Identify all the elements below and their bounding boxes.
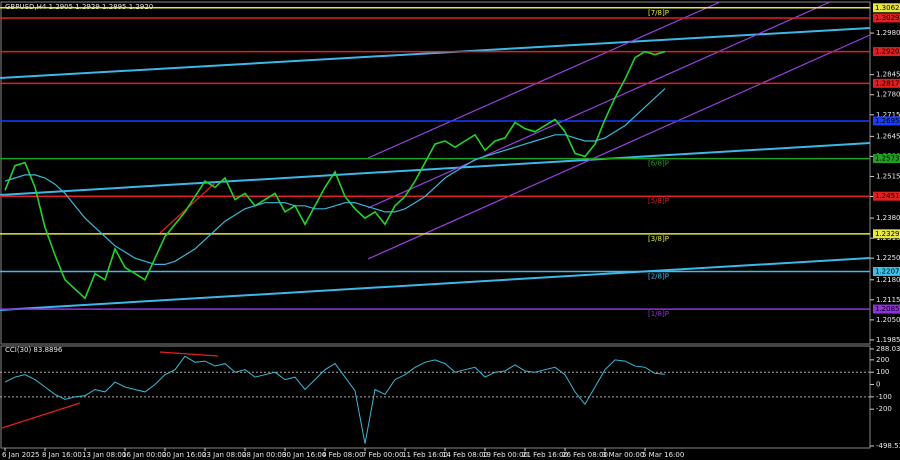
x-tick-label: 11 Feb 16:00 [402,451,448,459]
level-note: [7/8]P [648,9,669,17]
y-tick-label: 1.2845 [876,71,900,79]
y-tick-label: 200 [876,356,889,364]
y-tick-label: 1.2715 [876,111,900,119]
y-tick-label: 1.1985 [876,336,900,344]
level-box [873,304,900,314]
y-tick-label: 1.2780 [876,91,900,99]
x-tick-label: 13 Jan 08:00 [82,451,126,459]
y-tick-label: 1.2250 [876,254,900,262]
y-tick-label: 1.2050 [876,316,900,324]
channel-line [367,1,721,159]
x-tick-label: 16 Jan 00:00 [122,451,166,459]
level-note: [1/8]P [648,310,669,318]
level-box [873,116,900,126]
channel-line [367,34,871,260]
x-tick-label: 4 Feb 08:00 [322,451,363,459]
x-tick-label: 3 Mar 00:00 [602,451,644,459]
level-label: 1.2207 [875,267,900,275]
level-box [873,78,900,88]
x-tick-label: 5 Mar 16:00 [642,451,684,459]
cci-title: CCI(30) 83.8896 [5,346,63,354]
trend-line [0,27,871,79]
divergence-line [159,351,219,357]
x-tick-label: 7 Feb 00:00 [362,451,403,459]
level-note: [3/8]P [648,235,669,243]
chart-title: GBPUSD,H4 1.2905 1.2929 1.2895 1.2920 [5,3,153,11]
level-label: 1.2920 [875,48,900,56]
moving-average [4,88,666,265]
y-tick-label: 1.2380 [876,214,900,222]
y-tick-label: 288.0313 [876,345,900,353]
y-tick-label: 1.2515 [876,172,900,180]
level-label: 1.2695 [875,117,900,125]
y-tick-label: -100 [876,393,892,401]
x-tick-label: 30 Jan 16:00 [282,451,326,459]
y-tick-label: -498.5388 [876,442,900,450]
level-label: 1.3062 [875,4,900,12]
level-box [873,154,900,164]
channel-line [367,1,831,209]
level-note: [6/8]P [648,160,669,168]
y-tick-label: 1.2180 [876,276,900,284]
y-tick-label: 0 [876,381,880,389]
cci-line [4,355,666,444]
level-label: 1.3029 [875,14,900,22]
level-box [873,13,900,23]
price-line [4,50,666,300]
level-note: [5/8]P [648,197,669,205]
main-pane [0,1,871,345]
x-tick-label: 19 Feb 00:00 [482,451,528,459]
x-tick-label: 8 Jan 16:00 [42,451,82,459]
level-label: 1.2329 [875,230,900,238]
level-box [873,266,900,276]
y-tick-label: 1.2980 [876,29,900,37]
y-tick-label: 100 [876,368,889,376]
level-label: 1.2573 [875,155,900,163]
divergence-line [1,402,81,429]
y-tick-label: -200 [876,405,892,413]
x-tick-label: 14 Feb 08:00 [442,451,488,459]
level-box [873,191,900,201]
x-tick-label: 21 Feb 16:00 [522,451,568,459]
trend-line [0,142,871,196]
y-tick-label: 1.2115 [876,296,900,304]
level-note: [2/8]P [648,272,669,280]
level-label: 1.2085 [875,305,900,313]
level-label: 1.2817 [875,79,900,87]
level-box [873,47,900,57]
trend-line [0,257,871,311]
x-tick-label: 6 Jan 2025 [2,451,40,459]
x-tick-label: 20 Jan 16:00 [162,451,206,459]
level-box [873,229,900,239]
x-tick-label: 26 Feb 08:00 [562,451,608,459]
level-box [873,3,900,13]
x-tick-label: 28 Jan 00:00 [242,451,286,459]
level-label: 1.2451 [875,192,900,200]
x-tick-label: 23 Jan 08:00 [202,451,246,459]
y-tick-label: 1.2645 [876,132,900,140]
